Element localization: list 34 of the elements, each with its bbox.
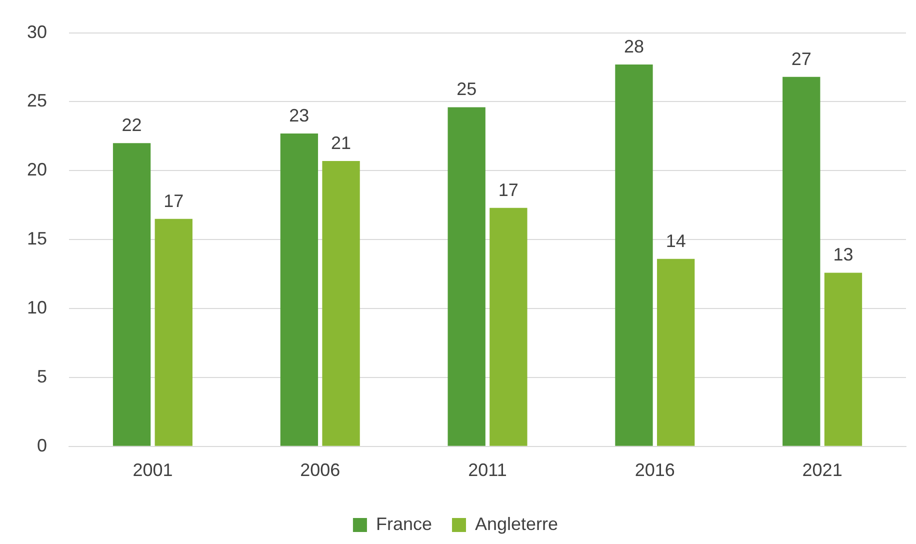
bar <box>280 133 318 446</box>
data-label: 17 <box>164 190 184 211</box>
x-tick-label: 2001 <box>132 460 173 480</box>
legend-label: France <box>376 514 432 534</box>
legend-label: Angleterre <box>474 514 558 534</box>
bar <box>782 76 820 446</box>
y-tick-label: 30 <box>26 22 48 42</box>
data-label: 28 <box>624 36 644 56</box>
bar <box>154 218 192 446</box>
data-label: 22 <box>122 115 142 136</box>
y-tick-label: 5 <box>37 366 48 386</box>
y-tick-label: 0 <box>37 435 48 456</box>
bar <box>112 143 151 446</box>
data-label: 14 <box>666 230 686 251</box>
data-label: 27 <box>791 48 812 69</box>
x-tick-label: 2016 <box>634 460 675 480</box>
bar <box>448 107 486 446</box>
bar <box>657 258 695 446</box>
bar <box>615 64 653 446</box>
bar <box>490 208 528 446</box>
x-tick-label: 2011 <box>468 460 507 480</box>
bar <box>322 161 360 446</box>
data-label: 21 <box>331 132 352 153</box>
data-label: 25 <box>456 79 477 100</box>
x-tick-label: 2006 <box>300 460 340 480</box>
x-tick-label: 2021 <box>802 460 842 480</box>
data-label: 13 <box>833 244 854 265</box>
data-label: 17 <box>498 180 518 200</box>
bar <box>824 272 862 446</box>
y-tick-label: 10 <box>26 298 48 318</box>
y-tick-label: 20 <box>26 160 48 180</box>
y-tick-label: 25 <box>26 90 48 111</box>
data-label: 23 <box>289 105 310 126</box>
y-tick-label: 15 <box>26 228 48 249</box>
